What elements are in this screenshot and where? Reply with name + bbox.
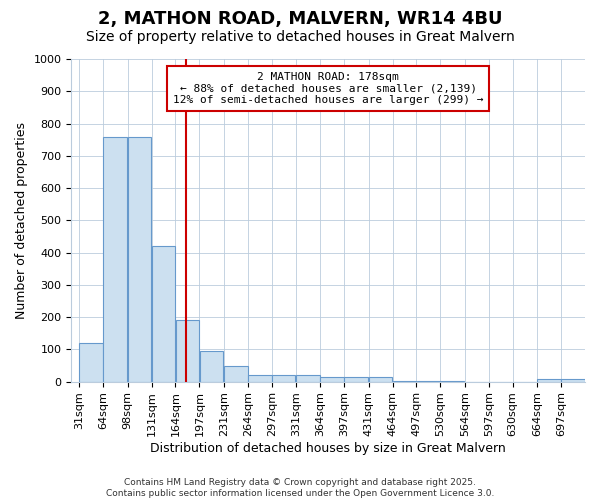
- Text: 2, MATHON ROAD, MALVERN, WR14 4BU: 2, MATHON ROAD, MALVERN, WR14 4BU: [98, 10, 502, 28]
- Y-axis label: Number of detached properties: Number of detached properties: [15, 122, 28, 319]
- Bar: [128, 137, 151, 382]
- Bar: [103, 137, 127, 382]
- Bar: [538, 380, 561, 382]
- Bar: [296, 374, 320, 382]
- Bar: [79, 343, 103, 382]
- Bar: [416, 381, 440, 382]
- Bar: [176, 320, 199, 382]
- Text: Size of property relative to detached houses in Great Malvern: Size of property relative to detached ho…: [86, 30, 514, 44]
- Bar: [248, 374, 272, 382]
- Bar: [272, 374, 295, 382]
- X-axis label: Distribution of detached houses by size in Great Malvern: Distribution of detached houses by size …: [150, 442, 506, 455]
- Bar: [224, 366, 248, 382]
- Bar: [369, 377, 392, 382]
- Bar: [562, 380, 585, 382]
- Bar: [152, 246, 175, 382]
- Bar: [344, 377, 368, 382]
- Bar: [320, 377, 344, 382]
- Text: Contains HM Land Registry data © Crown copyright and database right 2025.
Contai: Contains HM Land Registry data © Crown c…: [106, 478, 494, 498]
- Bar: [393, 380, 416, 382]
- Text: 2 MATHON ROAD: 178sqm
← 88% of detached houses are smaller (2,139)
12% of semi-d: 2 MATHON ROAD: 178sqm ← 88% of detached …: [173, 72, 484, 105]
- Bar: [200, 351, 223, 382]
